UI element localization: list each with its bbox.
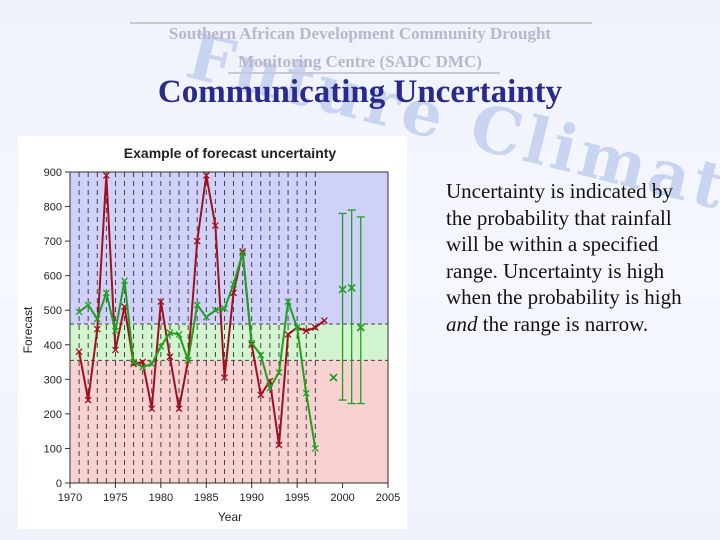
- band-0: [70, 172, 388, 325]
- series-point-0: [275, 441, 283, 449]
- x-tick-label: 1975: [103, 492, 127, 504]
- band-2: [70, 360, 388, 483]
- series-point-1: [166, 329, 174, 337]
- series-point-1: [102, 289, 110, 297]
- series-point-0: [211, 222, 219, 230]
- series-point-0: [202, 171, 210, 179]
- body-text-part2: the range is narrow.: [477, 311, 649, 336]
- series-point-0: [166, 353, 174, 361]
- chart-title: Example of forecast uncertainty: [124, 145, 337, 161]
- series-point-0: [193, 237, 201, 245]
- series-point-1: [157, 343, 165, 350]
- series-point-1: [311, 444, 319, 452]
- y-tick-label: 900: [44, 167, 62, 179]
- x-tick-label: 2000: [330, 492, 354, 504]
- org-name-line2: Monitoring Centre (SADC DMC): [238, 52, 482, 71]
- x-tick-label: 1990: [239, 492, 263, 504]
- series-point-1: [193, 301, 201, 309]
- series-point-1: [93, 315, 101, 323]
- series-point-1: [248, 339, 256, 347]
- body-paragraph: Uncertainty is indicated by the probabil…: [446, 178, 696, 337]
- series-point-1: [257, 351, 265, 359]
- series-point-1: [148, 360, 156, 368]
- series-point-0: [111, 346, 119, 354]
- series-point-1: [230, 280, 238, 288]
- series-point-0: [302, 327, 310, 335]
- series-point-1: [266, 384, 274, 392]
- forecast-point: [329, 373, 338, 382]
- org-name-line1: Southern African Development Community D…: [168, 24, 552, 43]
- series-point-1: [121, 277, 128, 285]
- x-tick-label: 1970: [58, 492, 82, 504]
- series-point-0: [93, 325, 101, 333]
- series-point-1: [202, 313, 210, 321]
- header-rule-top: [130, 22, 592, 24]
- forecast-chart: 0 100 200 300 400 500 600 700 800 900 1970 1975 1980…: [21, 145, 400, 524]
- forecast-point: [356, 323, 365, 332]
- series-point-1: [75, 308, 83, 316]
- series-point-1: [284, 298, 292, 306]
- series-point-0: [257, 391, 265, 399]
- series-point-1: [302, 389, 310, 397]
- series-point-1: [275, 368, 283, 376]
- series-point-1: [184, 356, 192, 364]
- plot-frame: [69, 171, 389, 484]
- series-point-1: [211, 306, 219, 314]
- series-point-1: [293, 324, 301, 331]
- body-text-part1: Uncertainty is indicated by the probabil…: [446, 179, 682, 309]
- series-point-0: [130, 360, 138, 368]
- x-tick-label: 1985: [194, 492, 218, 504]
- y-tick-label: 700: [44, 236, 62, 248]
- y-tick-label: 500: [44, 305, 62, 317]
- y-tick-label: 0: [56, 478, 62, 490]
- series-point-1: [175, 330, 183, 338]
- body-text-emphasis: and: [446, 311, 478, 336]
- forecast-point: [347, 283, 356, 292]
- y-axis-label: Forecast: [21, 306, 35, 353]
- series-point-1: [139, 363, 147, 371]
- series-point-0: [148, 405, 156, 413]
- y-tick-label: 400: [44, 340, 62, 352]
- y-tick-label: 100: [44, 443, 62, 455]
- series-point-0: [157, 298, 165, 306]
- series-point-0: [311, 324, 319, 331]
- x-tick-label: 2005: [376, 492, 400, 504]
- series-point-0: [284, 330, 292, 338]
- x-axis-label: Year: [218, 510, 242, 524]
- series-point-0: [75, 348, 83, 356]
- y-tick-label: 200: [44, 409, 62, 421]
- series-point-1: [111, 327, 119, 335]
- series-point-0: [175, 405, 183, 413]
- chart-panel: 0 100 200 300 400 500 600 700 800 900 1970 1975 1980…: [18, 136, 407, 529]
- x-tick-label: 1980: [149, 492, 173, 504]
- y-tick-label: 600: [44, 271, 62, 283]
- series-point-1: [130, 358, 138, 366]
- series-point-1: [84, 301, 92, 309]
- forecast-point: [338, 285, 347, 294]
- series-point-0: [220, 374, 228, 382]
- y-tick-label: 800: [44, 202, 62, 214]
- x-tick-label: 1995: [285, 492, 309, 504]
- series-point-0: [320, 317, 328, 325]
- series-point-0: [239, 248, 247, 255]
- header-rule-bottom: [228, 72, 500, 74]
- series-point-1: [220, 305, 228, 312]
- series-line-0: [78, 175, 326, 446]
- series-point-0: [139, 358, 147, 366]
- series-point-0: [84, 396, 92, 404]
- series-point-0: [102, 171, 110, 179]
- y-tick-label: 300: [44, 374, 62, 386]
- series-point-1: [239, 249, 247, 257]
- slide-title: Communicating Uncertainty: [157, 74, 563, 110]
